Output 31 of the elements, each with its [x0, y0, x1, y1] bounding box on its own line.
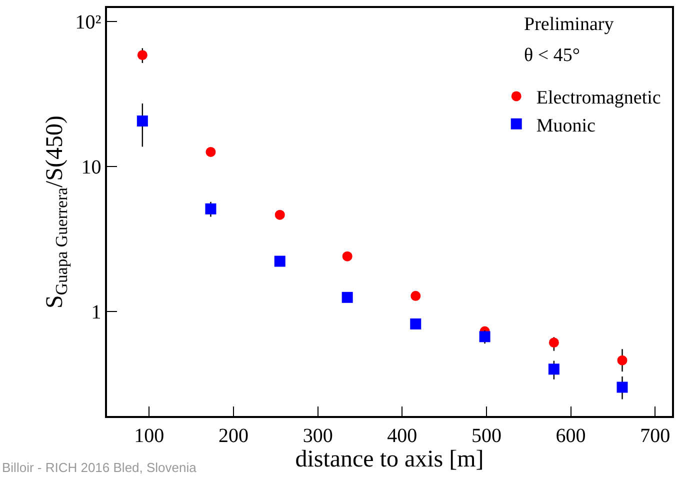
x-tick-label: 200 [218, 424, 248, 447]
point [410, 318, 422, 330]
x-tick-label: 500 [471, 424, 502, 447]
point [548, 364, 560, 375]
x-tick-label: 600 [556, 424, 586, 447]
legend-label: Electromagnetic [536, 88, 661, 109]
point [136, 116, 148, 126]
text: Billoir - RICH 2016 Bled, Slovenia [2, 460, 198, 475]
point [548, 338, 559, 348]
y-tick-label: 10 [81, 156, 102, 178]
x-tick-label: 700 [640, 424, 670, 447]
point [274, 256, 286, 267]
point [274, 210, 285, 220]
x-axis-title: distance to axis [m] [295, 446, 484, 473]
point [616, 382, 628, 393]
annotation: θ < 45° [524, 45, 580, 66]
point [342, 292, 353, 303]
point [206, 146, 216, 157]
x-tick-label: 400 [387, 424, 418, 447]
y-tick-label: 1 [91, 301, 102, 324]
legend-label: Muonic [536, 115, 596, 136]
point [205, 203, 216, 214]
x-tick-label: 100 [134, 424, 164, 447]
point [617, 355, 628, 366]
y-tick-label: 10² [75, 12, 102, 34]
point [479, 331, 490, 342]
x-tick-label: 300 [302, 424, 333, 447]
point [342, 251, 352, 262]
point [410, 290, 421, 301]
annotation: Preliminary [524, 14, 614, 35]
point [137, 50, 148, 60]
